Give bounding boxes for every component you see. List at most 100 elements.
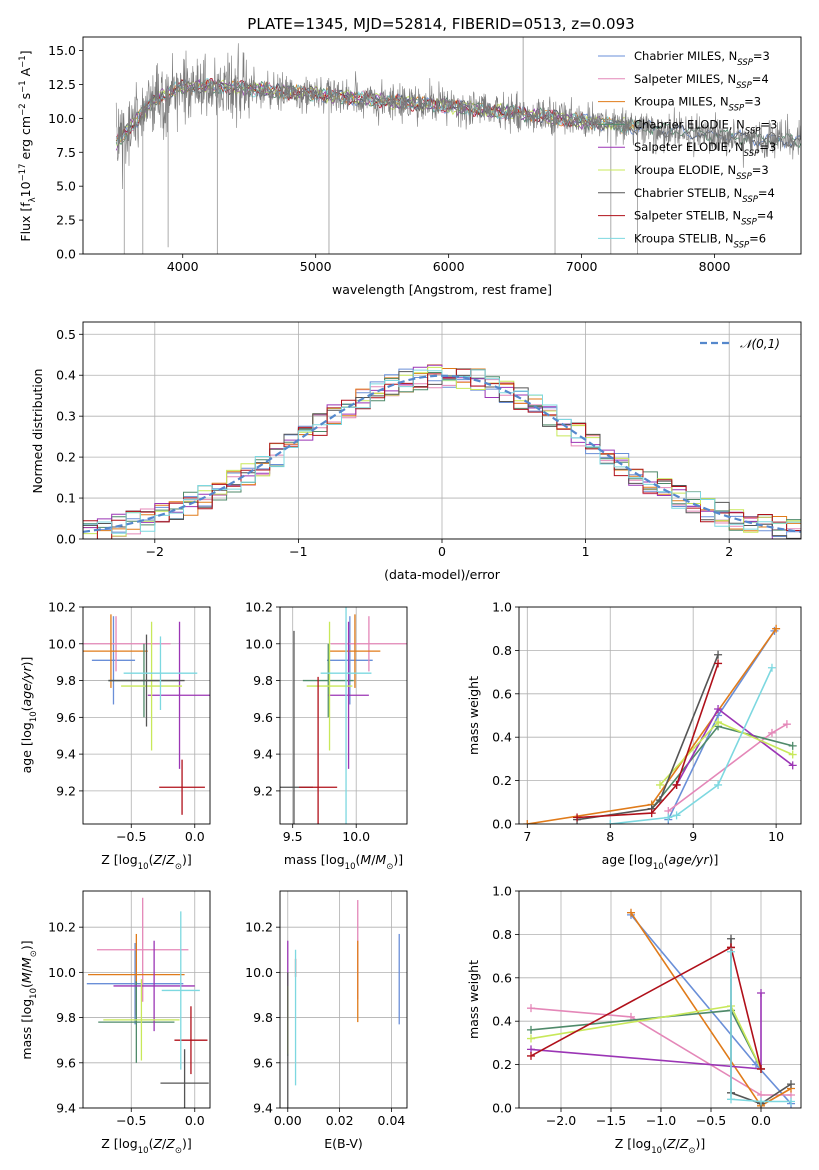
axes-frame <box>279 606 408 825</box>
axes-frame <box>82 321 802 540</box>
chart-residuals: −2 −1 0 1 2 0.0 0.1 0.2 0.3 0.4 0.5 (data-model)/er… <box>30 321 802 582</box>
legend-entry: Kroupa STELIB, NSSP=6 <box>634 231 766 250</box>
axes-frame <box>279 890 408 1109</box>
plot-area <box>83 891 210 1108</box>
x-tick-label: 0.02 <box>326 1113 354 1128</box>
x-tick-label: 6000 <box>433 259 465 274</box>
y-tick-label: 10.0 <box>48 965 76 980</box>
legend-entry: Chabrier ELODIE, NSSP=3 <box>634 117 777 136</box>
axes-frame <box>82 36 802 255</box>
y-tick-label: 9.8 <box>253 1010 273 1025</box>
y-tick-label: 10.2 <box>48 920 76 935</box>
y-tick-label: 9.2 <box>253 783 273 798</box>
weight-marker <box>757 1064 765 1073</box>
y-tick-label: 10.0 <box>48 111 76 126</box>
y-tick-label: 9.4 <box>253 1101 273 1116</box>
weight-marker <box>714 659 723 668</box>
weight-marker <box>757 988 765 997</box>
y-tick-label: 9.4 <box>56 747 76 762</box>
plot-area <box>280 607 407 824</box>
plot-area <box>519 607 801 824</box>
y-tick-label: 10.2 <box>48 600 76 615</box>
y-tick-label: 9.8 <box>56 1010 76 1025</box>
weight-marker <box>787 1097 795 1106</box>
x-tick-label: 1 <box>582 544 590 559</box>
weight-line <box>530 946 762 1070</box>
y-tick-label: 15.0 <box>48 43 76 58</box>
weight-line <box>527 628 777 824</box>
figure-title: PLATE=1345, MJD=52814, FIBERID=0513, z=0… <box>247 15 634 33</box>
y-tick-label: 1.0 <box>492 600 512 615</box>
y-tick-label: 5.0 <box>56 179 76 194</box>
weight-marker <box>527 1004 535 1013</box>
weight-line <box>577 663 719 819</box>
weight-line <box>530 993 762 1070</box>
x-tick-label: 0.0 <box>751 1113 771 1128</box>
chart-weight_vs_Z: −2.0 −1.5 −1.0 −0.5 0.0 0.0 0.2 0.4 0.6 0.8 1.0 Z [… <box>466 884 802 1156</box>
axes-frame <box>82 606 211 825</box>
y-tick-label: 0.1 <box>56 491 76 506</box>
weight-marker <box>787 1080 795 1089</box>
x-tick-label: 0.0 <box>185 1113 205 1128</box>
weight-marker <box>788 750 797 759</box>
y-tick-label: 9.6 <box>56 710 76 725</box>
chart-mass_vs_EBV: 0.00 0.02 0.04 9.4 9.6 9.8 10.0 10.2 E(B-V) <box>245 890 408 1151</box>
chart-spectrum: 4000 5000 6000 7000 8000 0.0 2.5 5.0 7.5 10.0 12.5… <box>18 36 802 297</box>
x-axis-label: mass [log10(M/M⊙)] <box>284 852 403 872</box>
y-tick-label: 10.0 <box>245 636 273 651</box>
x-axis-label: E(B-V) <box>324 1136 363 1151</box>
x-tick-label: 0.0 <box>185 829 205 844</box>
x-tick-label: −1 <box>289 544 307 559</box>
y-tick-label: 0.0 <box>56 247 76 262</box>
x-tick-label: 0.00 <box>274 1113 302 1128</box>
y-axis-label: mass [log10(M/M⊙)] <box>19 940 39 1059</box>
weight-marker <box>727 947 735 956</box>
y-tick-label: 0.8 <box>492 927 512 942</box>
weight-marker <box>672 811 681 820</box>
x-axis-label: wavelength [Angstrom, rest frame] <box>332 282 552 297</box>
y-axis-label: Flux [fλ10−17 erg cm−2 s−1 A−1] <box>18 50 38 241</box>
legend-entry: Chabrier STELIB, NSSP=4 <box>634 186 775 205</box>
weight-marker <box>627 908 635 917</box>
x-tick-label: 0.04 <box>378 1113 406 1128</box>
axes-frame <box>518 606 802 825</box>
weight-marker <box>788 741 797 750</box>
weight-line <box>576 654 719 821</box>
x-tick-label: −2.0 <box>546 1113 576 1128</box>
y-tick-label: 0.0 <box>56 532 76 547</box>
y-tick-label: 1.0 <box>492 884 512 899</box>
weight-marker <box>767 663 776 672</box>
x-axis-label: Z [log10(Z/Z⊙)] <box>101 1136 191 1156</box>
y-tick-label: 9.4 <box>56 1101 76 1116</box>
y-tick-label: 0.0 <box>492 817 512 832</box>
axes-frame <box>82 890 211 1109</box>
weight-marker <box>527 1051 535 1060</box>
x-tick-label: 5000 <box>300 259 332 274</box>
x-tick-label: 7 <box>523 829 531 844</box>
weight-marker <box>727 1095 735 1104</box>
y-tick-label: 10.2 <box>245 600 273 615</box>
chart-age_vs_Z: −0.5 0.0 9.2 9.4 9.6 9.8 10.0 10.2 Z [log10(Z/Z⊙… <box>19 600 211 872</box>
x-tick-label: 8000 <box>699 259 731 274</box>
data-spectrum <box>115 43 801 190</box>
x-tick-label: −0.5 <box>696 1113 726 1128</box>
y-axis-label: Normed distribution <box>30 369 45 494</box>
y-tick-label: 9.6 <box>253 1055 273 1070</box>
y-tick-label: 0.2 <box>56 450 76 465</box>
y-tick-label: 0.2 <box>492 773 512 788</box>
weight-marker <box>714 780 723 789</box>
x-tick-label: −2 <box>146 544 164 559</box>
weight-marker <box>647 809 656 818</box>
y-tick-label: 0.3 <box>56 409 76 424</box>
legend-entry: Kroupa ELODIE, NSSP=3 <box>634 163 769 182</box>
weight-marker <box>757 1097 765 1106</box>
y-axis-label: age [log10(age/yr)] <box>19 657 39 774</box>
x-tick-label: 4000 <box>167 259 199 274</box>
weight-marker <box>714 704 723 713</box>
y-tick-label: 9.2 <box>56 783 76 798</box>
legend-entry: Salpeter ELODIE, NSSP=3 <box>634 140 776 159</box>
plot-area <box>115 37 801 254</box>
x-axis-label: age [log10(age/yr)] <box>602 852 719 872</box>
y-tick-label: 9.4 <box>253 747 273 762</box>
